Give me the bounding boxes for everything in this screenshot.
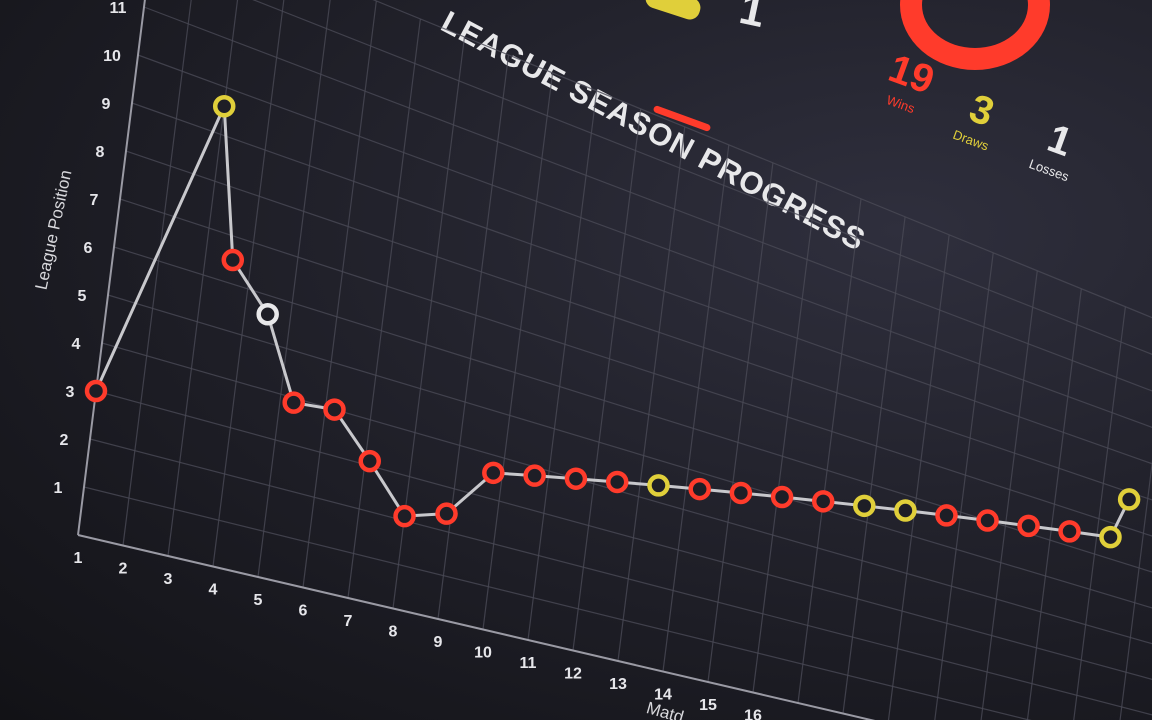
data-point-draw [894, 499, 917, 522]
y-tick-label: 6 [84, 240, 93, 257]
data-point-win [976, 509, 999, 532]
y-tick-label: 9 [102, 96, 111, 113]
data-point-win [393, 504, 416, 528]
x-tick-label: 12 [564, 666, 582, 683]
data-point-win [729, 481, 753, 505]
y-tick-label: 1 [54, 480, 63, 497]
grid-line-h [107, 294, 1152, 609]
grid-line-h [372, 0, 1152, 319]
x-tick-label: 3 [164, 571, 173, 588]
y-tick-label: 5 [78, 288, 87, 305]
x-tick-label: 13 [609, 676, 627, 693]
grid-line-h [252, 0, 1152, 355]
grid-line-h [95, 390, 1152, 680]
x-tick-label: 10 [474, 645, 492, 662]
data-point-draw [1099, 525, 1122, 549]
grid-line-h [143, 6, 1152, 392]
data-point-win [935, 504, 958, 527]
grid-line-v [980, 270, 1038, 720]
data-point-win [435, 502, 458, 525]
grid-line-v [212, 0, 285, 567]
data-point-win [770, 485, 794, 509]
data-point-draw [647, 474, 670, 497]
x-tick-label: 2 [119, 561, 128, 578]
grid-line-h [125, 150, 1152, 501]
grid-line-v [482, 72, 554, 630]
grid-line-v [257, 0, 331, 578]
grid-line-v [617, 126, 686, 662]
x-tick-label: 16 [744, 708, 762, 720]
data-point-win [688, 477, 711, 501]
grid-line-h [89, 438, 1152, 716]
y-tick-label: 8 [96, 144, 105, 161]
grid-line-v [797, 198, 862, 704]
grid-line-h [113, 246, 1152, 573]
grid-line-v [122, 0, 192, 546]
data-point-win [523, 464, 546, 487]
data-point-win [605, 470, 629, 494]
grid-line-v [707, 162, 774, 683]
x-tick-label: 6 [299, 603, 308, 620]
y-tick-label: 10 [103, 48, 121, 65]
grid-line-v [437, 54, 510, 620]
grid-line-v [77, 0, 146, 536]
y-tick-label: 2 [60, 432, 69, 449]
x-tick-label: 4 [209, 582, 218, 599]
y-axis [77, 0, 146, 536]
grid-line-v [752, 180, 818, 693]
data-point-win [84, 379, 108, 403]
grid-line-v [167, 0, 239, 557]
x-tick-label: 1 [74, 550, 83, 567]
data-point-win [323, 398, 346, 421]
grid-line-v [1073, 306, 1127, 720]
data-point-draw [853, 494, 876, 518]
grid-line-h [119, 198, 1152, 537]
x-tick-label: 5 [254, 592, 263, 609]
data-point-win [282, 391, 305, 414]
data-point-win [811, 490, 835, 513]
data-point-win [482, 461, 505, 485]
grid-line-v [842, 216, 906, 714]
data-point-win [1058, 520, 1081, 543]
x-axis [77, 534, 876, 720]
grid-line-v [1026, 288, 1082, 720]
grid-line-v [347, 18, 421, 599]
grid-line-h [137, 54, 1152, 428]
grid-line-v [887, 234, 950, 720]
data-point-draw [212, 95, 236, 118]
y-tick-label: 4 [72, 336, 81, 353]
data-point-win [358, 449, 381, 473]
data-point-win [564, 467, 588, 490]
grid-line-v [527, 90, 598, 641]
grid-line-h [131, 102, 1152, 465]
x-tick-label: 14 [654, 687, 672, 704]
data-point-win [221, 248, 245, 272]
grid-line-v [1119, 459, 1152, 720]
y-tick-label: 3 [66, 384, 75, 401]
grid-line-v [572, 108, 642, 651]
x-tick-label: 7 [344, 613, 353, 630]
x-tick-label: 15 [699, 697, 717, 714]
x-tick-label: 9 [434, 634, 443, 651]
grid-line-v [662, 144, 730, 672]
data-point-loss [256, 302, 279, 326]
y-tick-label: 11 [110, 0, 127, 17]
x-tick-label: 8 [389, 624, 398, 641]
data-point-draw [1117, 488, 1141, 511]
x-tick-label: 11 [520, 655, 537, 672]
data-point-win [1017, 514, 1040, 538]
y-tick-label: 7 [90, 192, 99, 209]
grid-line-v [302, 0, 377, 588]
grid-line-h [83, 486, 1032, 720]
grid-line-v [934, 252, 994, 720]
